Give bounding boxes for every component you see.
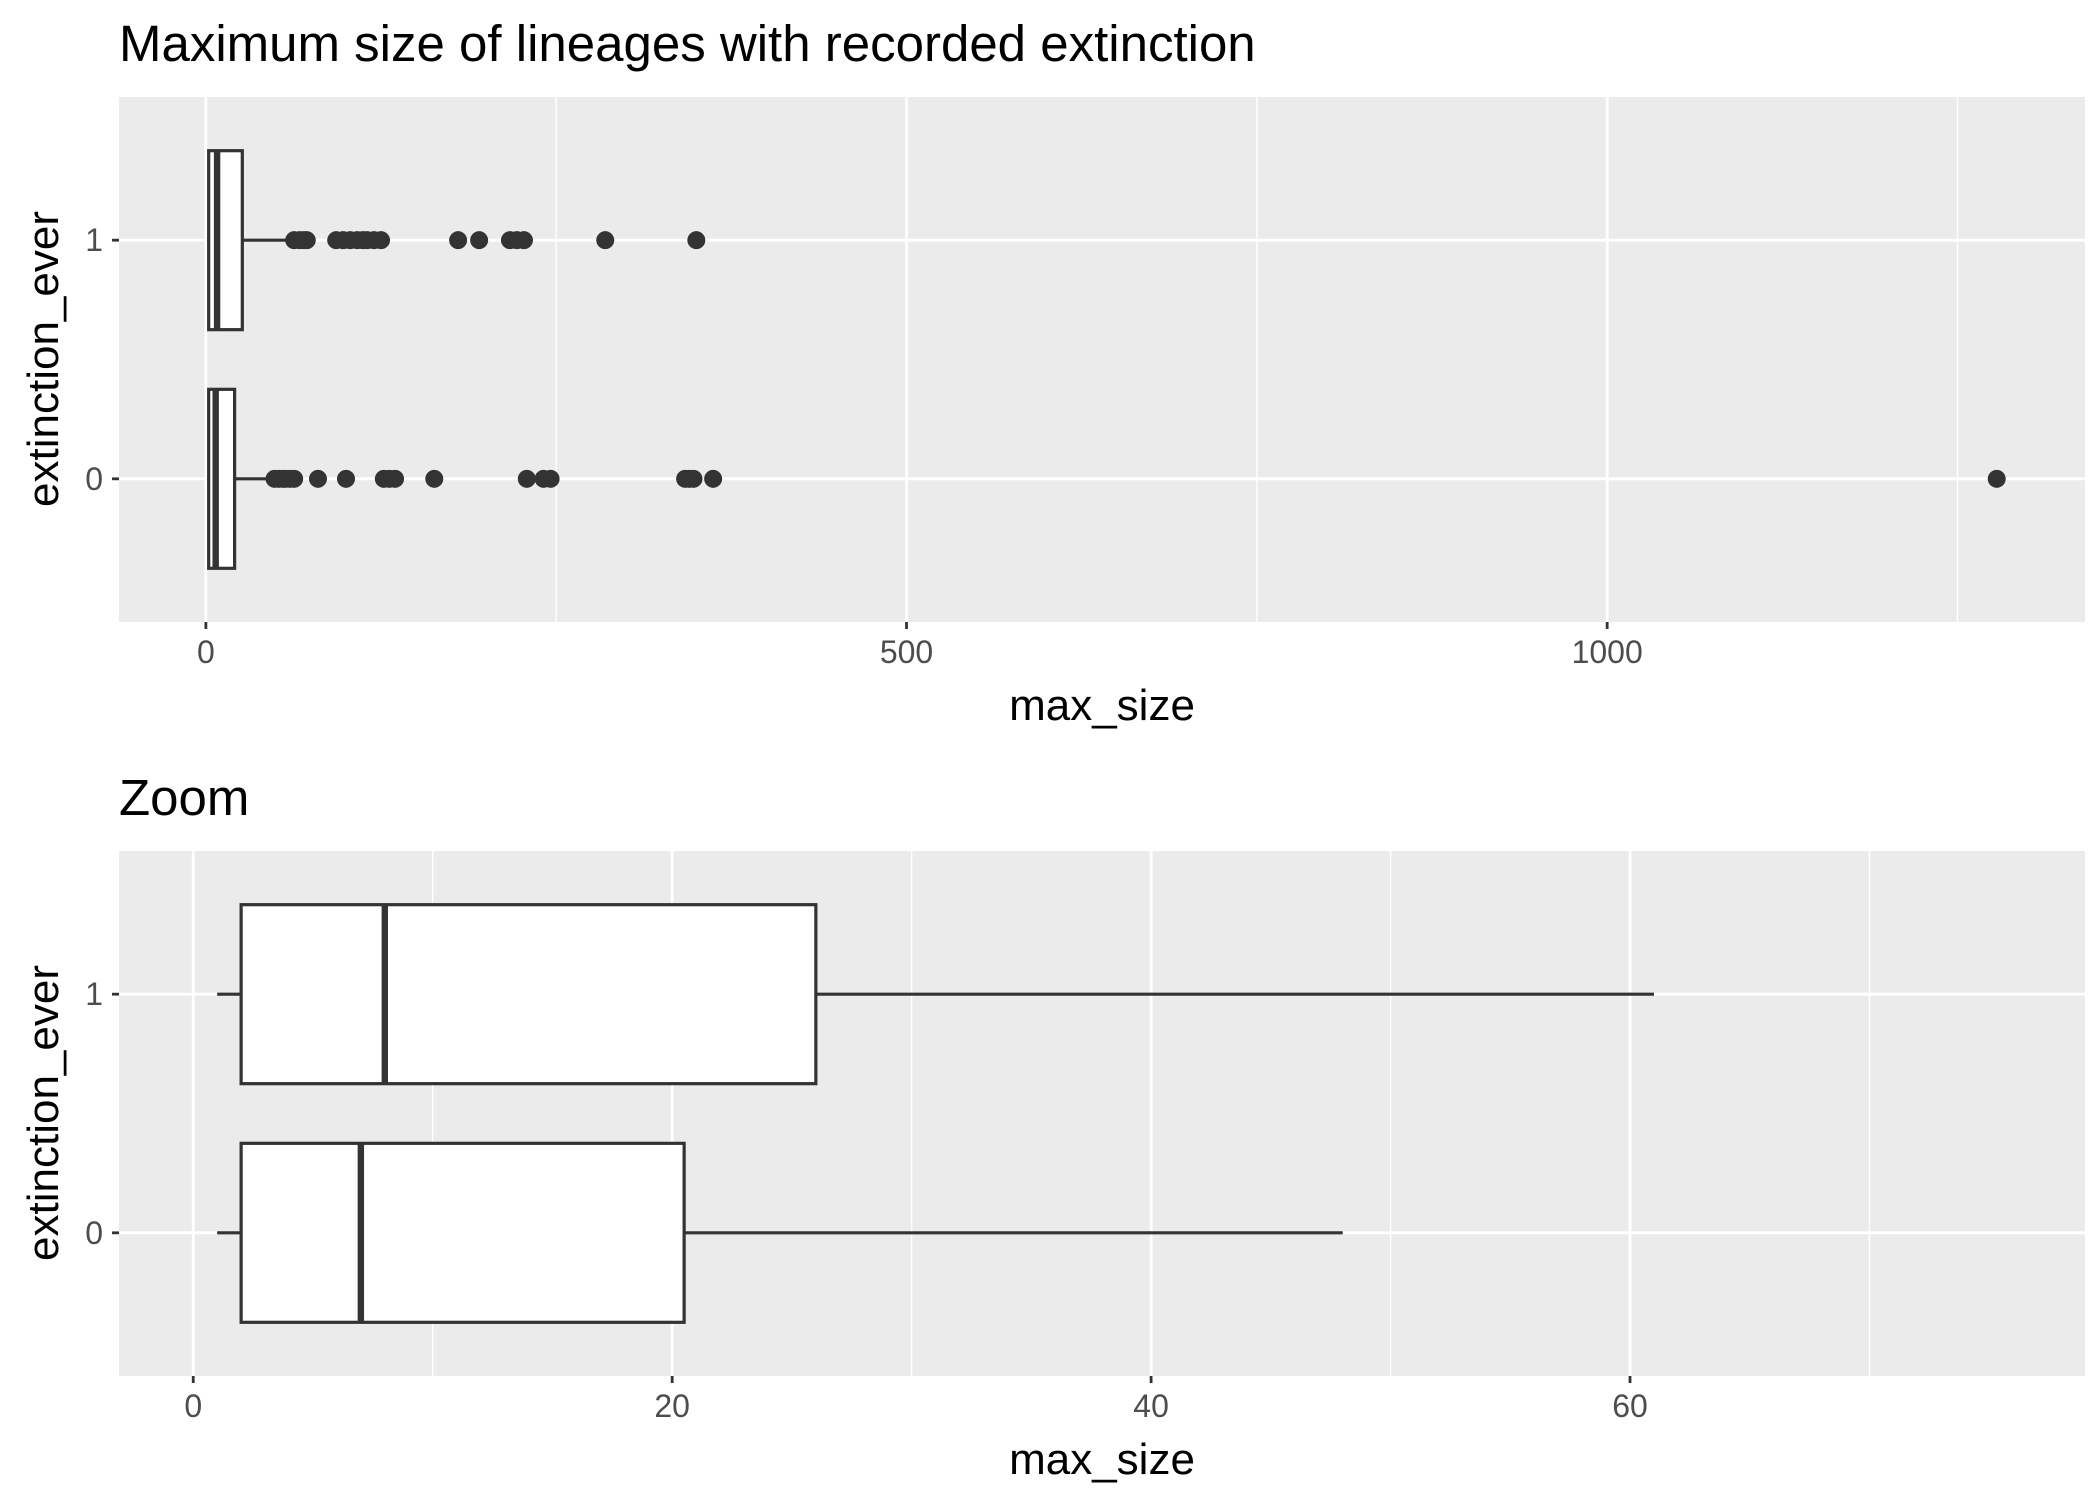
- zoom-chart-panel: Zoom 0 20 40 60 01 max_size extinction_ever: [19, 769, 2085, 1484]
- chart-title: Zoom: [119, 769, 249, 826]
- x-tick-label: 0: [184, 1388, 202, 1424]
- x-axis-ticks: 0 20 40 60: [184, 1376, 1648, 1424]
- boxplot-1: [207, 149, 706, 332]
- outlier-point: [372, 231, 391, 250]
- outlier-point: [337, 469, 356, 488]
- major-gridlines: [119, 97, 2085, 622]
- y-tick-label: 1: [85, 976, 103, 1012]
- outlier-point: [541, 469, 560, 488]
- outlier-point: [517, 469, 536, 488]
- y-tick-label: 0: [85, 1215, 103, 1251]
- boxplots: [207, 149, 2006, 570]
- x-tick-label: 60: [1612, 1388, 1648, 1424]
- outlier-point: [596, 231, 615, 250]
- y-tick-label: 1: [85, 222, 103, 258]
- outlier-point: [285, 469, 304, 488]
- iqr-box: [207, 149, 244, 332]
- outlier-point: [704, 469, 723, 488]
- iqr-box: [239, 1141, 686, 1324]
- outlier-point: [687, 231, 706, 250]
- boxplot-0: [217, 1141, 1343, 1324]
- outlier-point: [449, 231, 468, 250]
- x-axis-title: max_size: [1009, 1435, 1195, 1484]
- iqr-box: [239, 903, 818, 1086]
- x-axis-title: max_size: [1009, 681, 1195, 730]
- x-tick-label: 0: [197, 634, 215, 670]
- y-axis-ticks: 01: [85, 976, 119, 1251]
- outlier-point: [425, 469, 444, 488]
- plot-background: [119, 97, 2085, 622]
- outlier-point: [1987, 469, 2006, 488]
- x-tick-label: 40: [1133, 1388, 1169, 1424]
- x-tick-label: 500: [880, 634, 933, 670]
- boxplot-1: [217, 903, 1654, 1086]
- outlier-point: [684, 469, 703, 488]
- y-axis-ticks: 01: [85, 222, 119, 497]
- y-tick-label: 0: [85, 461, 103, 497]
- outlier-point: [514, 231, 533, 250]
- chart-title: Maximum size of lineages with recorded e…: [119, 15, 1256, 72]
- x-tick-label: 20: [654, 1388, 690, 1424]
- outlier-point: [386, 469, 405, 488]
- y-axis-title: extinction_ever: [19, 965, 68, 1261]
- boxplots: [217, 903, 1654, 1324]
- outlier-point: [470, 231, 489, 250]
- x-tick-label: 1000: [1572, 634, 1643, 670]
- outlier-point: [308, 469, 327, 488]
- main-chart-panel: Maximum size of lineages with recorded e…: [19, 15, 2085, 730]
- y-axis-title: extinction_ever: [19, 211, 68, 507]
- boxplot-0: [207, 387, 2006, 570]
- minor-gridlines: [555, 97, 1959, 622]
- outlier-point: [297, 231, 316, 250]
- x-axis-ticks: 0 500 1000: [197, 622, 1643, 670]
